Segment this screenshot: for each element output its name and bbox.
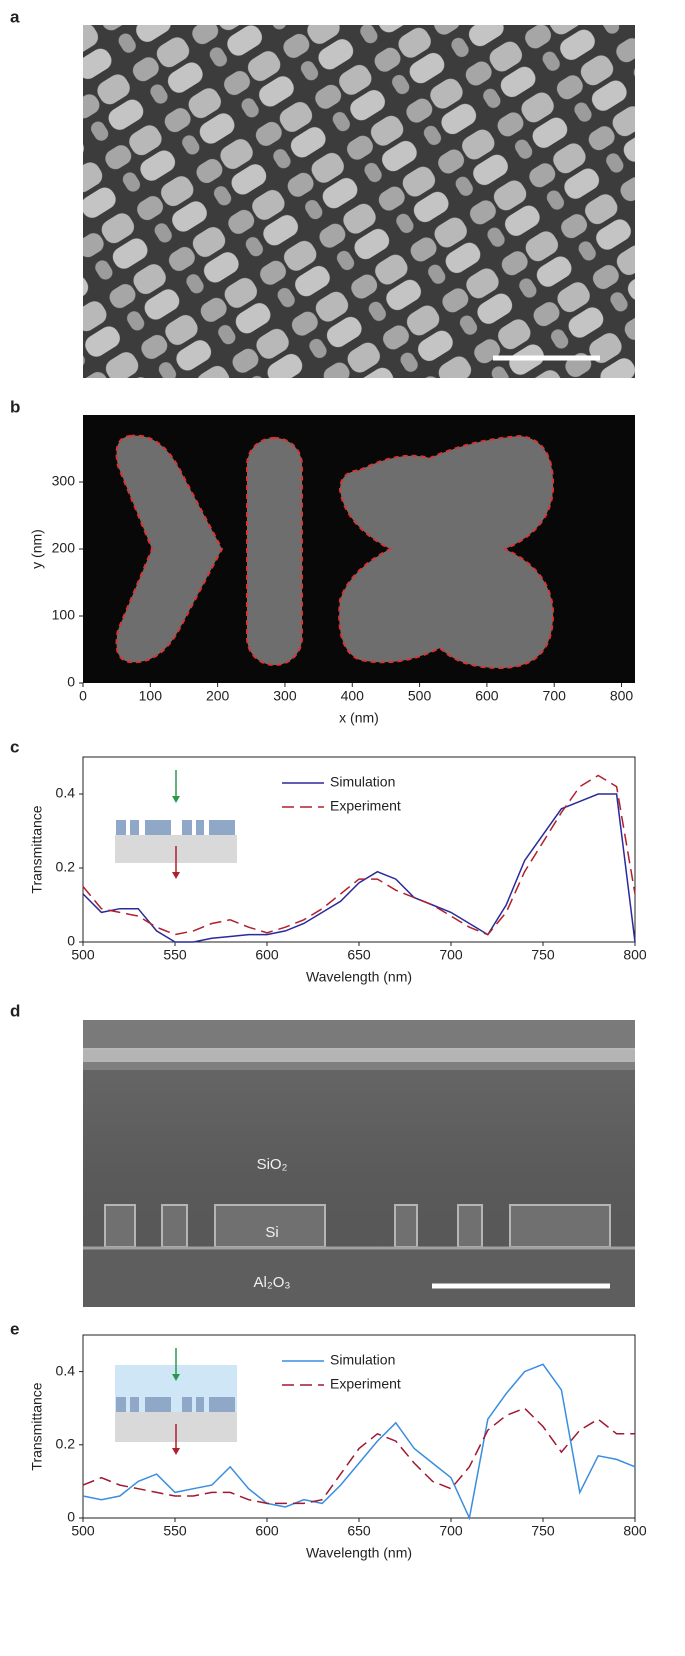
x-tick-label: 800 xyxy=(623,1523,647,1539)
y-axis-label: y (nm) xyxy=(29,529,45,569)
x-axis-label: Wavelength (nm) xyxy=(306,969,412,985)
series-line xyxy=(82,793,636,943)
x-tick-label: 750 xyxy=(531,1523,555,1539)
y-tick-label: 0.4 xyxy=(56,1362,76,1378)
y-tick-label: 0 xyxy=(67,1509,75,1525)
y-tick-label: 0.4 xyxy=(56,785,76,801)
series-line xyxy=(82,774,636,936)
panel-label: e xyxy=(10,1319,19,1338)
y-tick-label: 300 xyxy=(52,473,76,489)
y-tick-label: 100 xyxy=(52,607,76,623)
x-tick-label: 600 xyxy=(255,947,279,963)
inset-diagram xyxy=(115,770,237,879)
inset-diagram xyxy=(115,1348,237,1455)
x-tick-label: 300 xyxy=(273,688,297,704)
x-tick-label: 500 xyxy=(408,688,432,704)
x-axis-label: x (nm) xyxy=(339,710,379,726)
x-tick-label: 700 xyxy=(543,688,567,704)
panel-label: b xyxy=(10,397,20,416)
layer-label: Al₂O₃ xyxy=(254,1274,291,1291)
x-tick-label: 700 xyxy=(439,947,463,963)
y-tick-label: 0 xyxy=(67,674,75,690)
x-tick-label: 650 xyxy=(347,1523,371,1539)
panel-label: a xyxy=(10,7,20,26)
x-tick-label: 200 xyxy=(206,688,230,704)
legend-label: Experiment xyxy=(330,1376,401,1392)
sem-image-top xyxy=(83,25,635,378)
y-tick-label: 0.2 xyxy=(56,1436,76,1452)
x-tick-label: 650 xyxy=(347,947,371,963)
legend-label: Simulation xyxy=(330,774,395,790)
sem-image-shapes xyxy=(83,415,635,683)
layer-label: SiO₂ xyxy=(257,1156,288,1173)
x-tick-label: 500 xyxy=(71,1523,95,1539)
x-tick-label: 750 xyxy=(531,947,555,963)
y-axis-label: Transmittance xyxy=(29,1382,45,1470)
y-tick-label: 0.2 xyxy=(56,859,76,875)
x-tick-label: 800 xyxy=(610,688,634,704)
y-axis-label: Transmittance xyxy=(29,805,45,893)
x-tick-label: 700 xyxy=(439,1523,463,1539)
legend-label: Simulation xyxy=(330,1352,395,1368)
x-axis-label: Wavelength (nm) xyxy=(306,1545,412,1561)
x-tick-label: 550 xyxy=(163,947,187,963)
x-tick-label: 100 xyxy=(139,688,163,704)
panel-label: d xyxy=(10,1001,20,1020)
x-tick-label: 400 xyxy=(341,688,365,704)
x-tick-label: 600 xyxy=(475,688,499,704)
series-line xyxy=(82,1407,635,1505)
x-tick-label: 500 xyxy=(71,947,95,963)
x-tick-label: 600 xyxy=(255,1523,279,1539)
legend-label: Experiment xyxy=(330,798,401,814)
x-tick-label: 800 xyxy=(623,947,647,963)
y-tick-label: 0 xyxy=(67,933,75,949)
x-tick-label: 550 xyxy=(163,1523,187,1539)
y-tick-label: 200 xyxy=(52,540,76,556)
x-tick-label: 0 xyxy=(79,688,87,704)
layer-label: Si xyxy=(265,1224,278,1241)
sem-cross-section xyxy=(83,1020,635,1307)
panel-label: c xyxy=(10,737,19,756)
series-line xyxy=(82,1363,636,1521)
